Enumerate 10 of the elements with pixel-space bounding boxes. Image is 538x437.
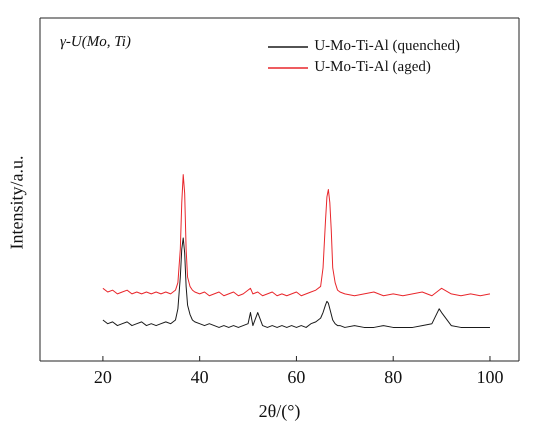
text: γ-U(Mo, Ti) [60,34,131,51]
y-axis-title: Intensity/a.u. [6,156,26,250]
legend-label: U-Mo-Ti-Al (quenched) [314,37,460,56]
x-tick-label: 20 [94,366,112,387]
x-tick-label: 80 [384,366,402,387]
x-tick-label: 60 [287,366,306,387]
x-tick-label: 40 [190,366,209,387]
legend-label: U-Mo-Ti-Al (aged) [314,58,431,77]
x-tick-label: 100 [476,366,504,387]
x-axis-title: 2θ/(°) [258,401,300,421]
